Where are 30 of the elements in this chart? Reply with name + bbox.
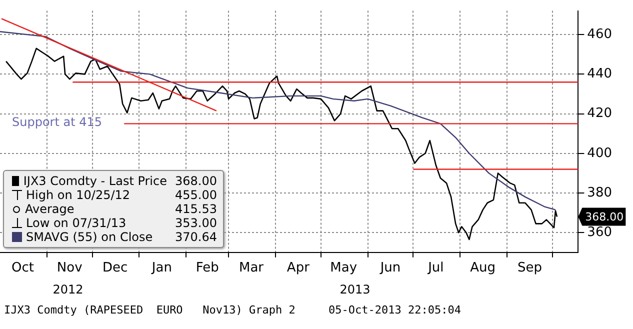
- text: 2013: [340, 282, 370, 297]
- y-tick-label: 380: [587, 185, 612, 200]
- x-tick-label: Sep: [517, 260, 542, 276]
- x-tick-label: Oct: [11, 260, 34, 276]
- x-tick-label: May: [330, 260, 358, 276]
- annotation: 370.64: [174, 230, 217, 244]
- text: Average 415.53: [25, 202, 217, 216]
- legend-label: IJX3 Comdty - Last Price: [22, 174, 167, 188]
- text: High on 10/25/12 455.00: [26, 188, 217, 202]
- x-tick-label: Feb: [196, 260, 219, 276]
- annotation: 368.00: [585, 210, 624, 224]
- text: 2012: [52, 282, 84, 297]
- x-tick-label: Jun: [379, 260, 401, 276]
- y-tick-label: 440: [587, 66, 612, 82]
- x-tick-label: Aug: [470, 260, 496, 276]
- x-tick-label: Mar: [238, 260, 264, 276]
- x-tick-label: Dec: [102, 260, 128, 276]
- x-tick-label: Nov: [56, 260, 83, 276]
- x-tick-label: Jan: [150, 260, 172, 276]
- text: IJX3 Comdty (RAPESEED EURO Nov13) Graph 2 05-Oct-2013 22:05:04: [4, 303, 462, 316]
- annotation: Support at 415: [12, 114, 102, 129]
- y-tick-label: 360: [587, 224, 612, 240]
- y-tick-label: 420: [587, 106, 612, 122]
- legend-label: SMAVG (55) on Close: [25, 230, 154, 244]
- text: Low on 07/31/13 353.00: [26, 216, 217, 230]
- x-tick-label: Apr: [286, 260, 310, 276]
- y-tick-label: 460: [587, 26, 612, 42]
- annotation: 368.00: [174, 174, 217, 188]
- y-tick-label: 400: [587, 146, 612, 161]
- x-tick-label: Jul: [427, 260, 444, 276]
